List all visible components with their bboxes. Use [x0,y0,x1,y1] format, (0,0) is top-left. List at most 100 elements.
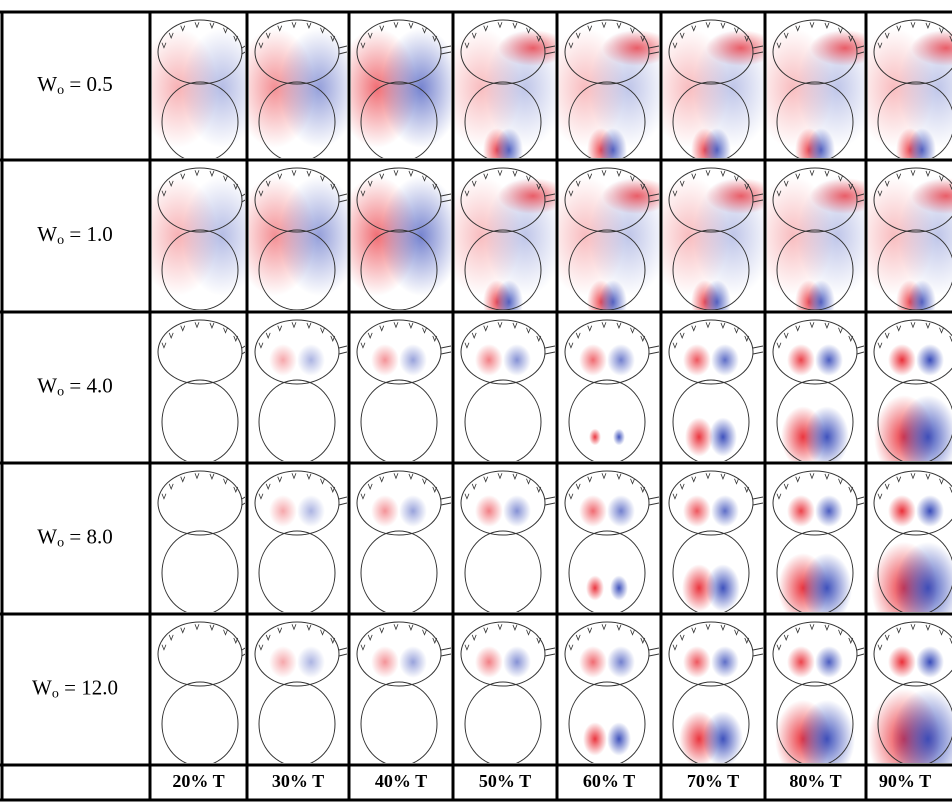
vortex [503,646,531,678]
vortex [503,495,531,527]
simulation-cell [545,14,672,172]
vortex [297,495,325,527]
cell-content [854,162,952,324]
vortex [579,646,607,678]
simulation-cell [455,616,555,766]
simulation-cell [235,162,359,310]
cell-content [138,162,262,310]
vortex [683,344,711,376]
simulation-cell [767,616,864,778]
vortex [586,575,604,600]
vortex [709,417,737,456]
column-label: 20% T [172,771,224,791]
simulation-cell [455,465,555,615]
column-label: 90% T [879,771,931,791]
vortex [683,646,711,678]
vortex [583,722,607,756]
vortex [916,495,944,527]
vortex [371,344,399,376]
cell-content [441,162,568,324]
vortex [916,646,944,678]
equation: = 8.0 [64,524,113,548]
cell-content [559,314,659,464]
simulation-cell [152,465,245,615]
simulation-cell [249,465,347,615]
cell-content [235,14,359,162]
cell-content [152,465,245,615]
cell-content [152,616,245,766]
vortex [685,417,713,456]
simulation-cell [663,314,763,464]
vortex [399,646,427,678]
figure-grid: Wo = 0.5 Wo = 1.0 Wo = 4.0 Wo = 8.0 Wo = 12.… [0,0,952,802]
cell-content [441,14,568,172]
vortex [607,722,631,756]
page: Wo = 0.5 Wo = 1.0 Wo = 4.0 Wo = 8.0 Wo = 12.… [0,0,952,802]
subscript: o [52,687,59,702]
simulation-cell [441,14,568,172]
simulation-cell [152,314,245,464]
cell-content [249,465,347,615]
cell-content [249,616,347,766]
equation: = 1.0 [64,222,113,246]
subscript: o [57,83,64,98]
vortex [503,344,531,376]
vortex [475,495,503,527]
cell-content [545,14,672,172]
column-label: 60% T [583,771,635,791]
simulation-cell [559,314,659,464]
vortex [815,344,843,376]
vortex [815,646,843,678]
cell-content [663,465,763,615]
vortex [787,646,815,678]
row-label: Wo = 0.5 [37,72,112,98]
vortex [269,646,297,678]
cell-content [351,616,451,766]
equation: = 0.5 [64,72,113,96]
cell-content [663,616,763,767]
simulation-cell [152,616,245,766]
cell-content [249,314,347,464]
cell-bg [152,314,245,461]
cell-content [753,14,880,172]
cell-content [753,162,880,324]
vortex [706,564,740,612]
vortex [371,495,399,527]
subscript: o [57,385,64,400]
cell-content [649,162,776,324]
simulation-cell [559,616,659,766]
column-label: 70% T [687,771,739,791]
vortex [475,646,503,678]
simulation-cell [559,465,659,615]
cell-content [559,616,659,766]
simulation-cell [753,162,880,324]
vortex [815,495,843,527]
simulation-cell [854,162,952,324]
cell-content [138,14,262,162]
row-label: Wo = 4.0 [37,373,112,399]
vortex [787,495,815,527]
cell-content [455,616,555,766]
row-label: Wo = 12.0 [32,675,118,701]
equation: = 12.0 [59,675,118,699]
vortex [399,495,427,527]
simulation-cell [138,14,262,162]
vortex [916,344,944,376]
simulation-cell [649,162,776,324]
cell-content [649,14,776,172]
simulation-cell [545,162,672,324]
simulation-cell [663,465,763,615]
cell-content [868,465,952,634]
vortex [610,575,628,600]
cell-bg [152,616,245,763]
row-label: Wo = 8.0 [37,524,112,550]
simulation-cell [337,14,461,162]
vortex [371,646,399,678]
subscript: o [57,536,64,551]
vortex [269,495,297,527]
simulation-cell [138,162,262,310]
cell-content [455,314,555,464]
row-label: Wo = 1.0 [37,222,112,248]
cell-content [545,162,672,324]
cell-content [351,465,451,615]
